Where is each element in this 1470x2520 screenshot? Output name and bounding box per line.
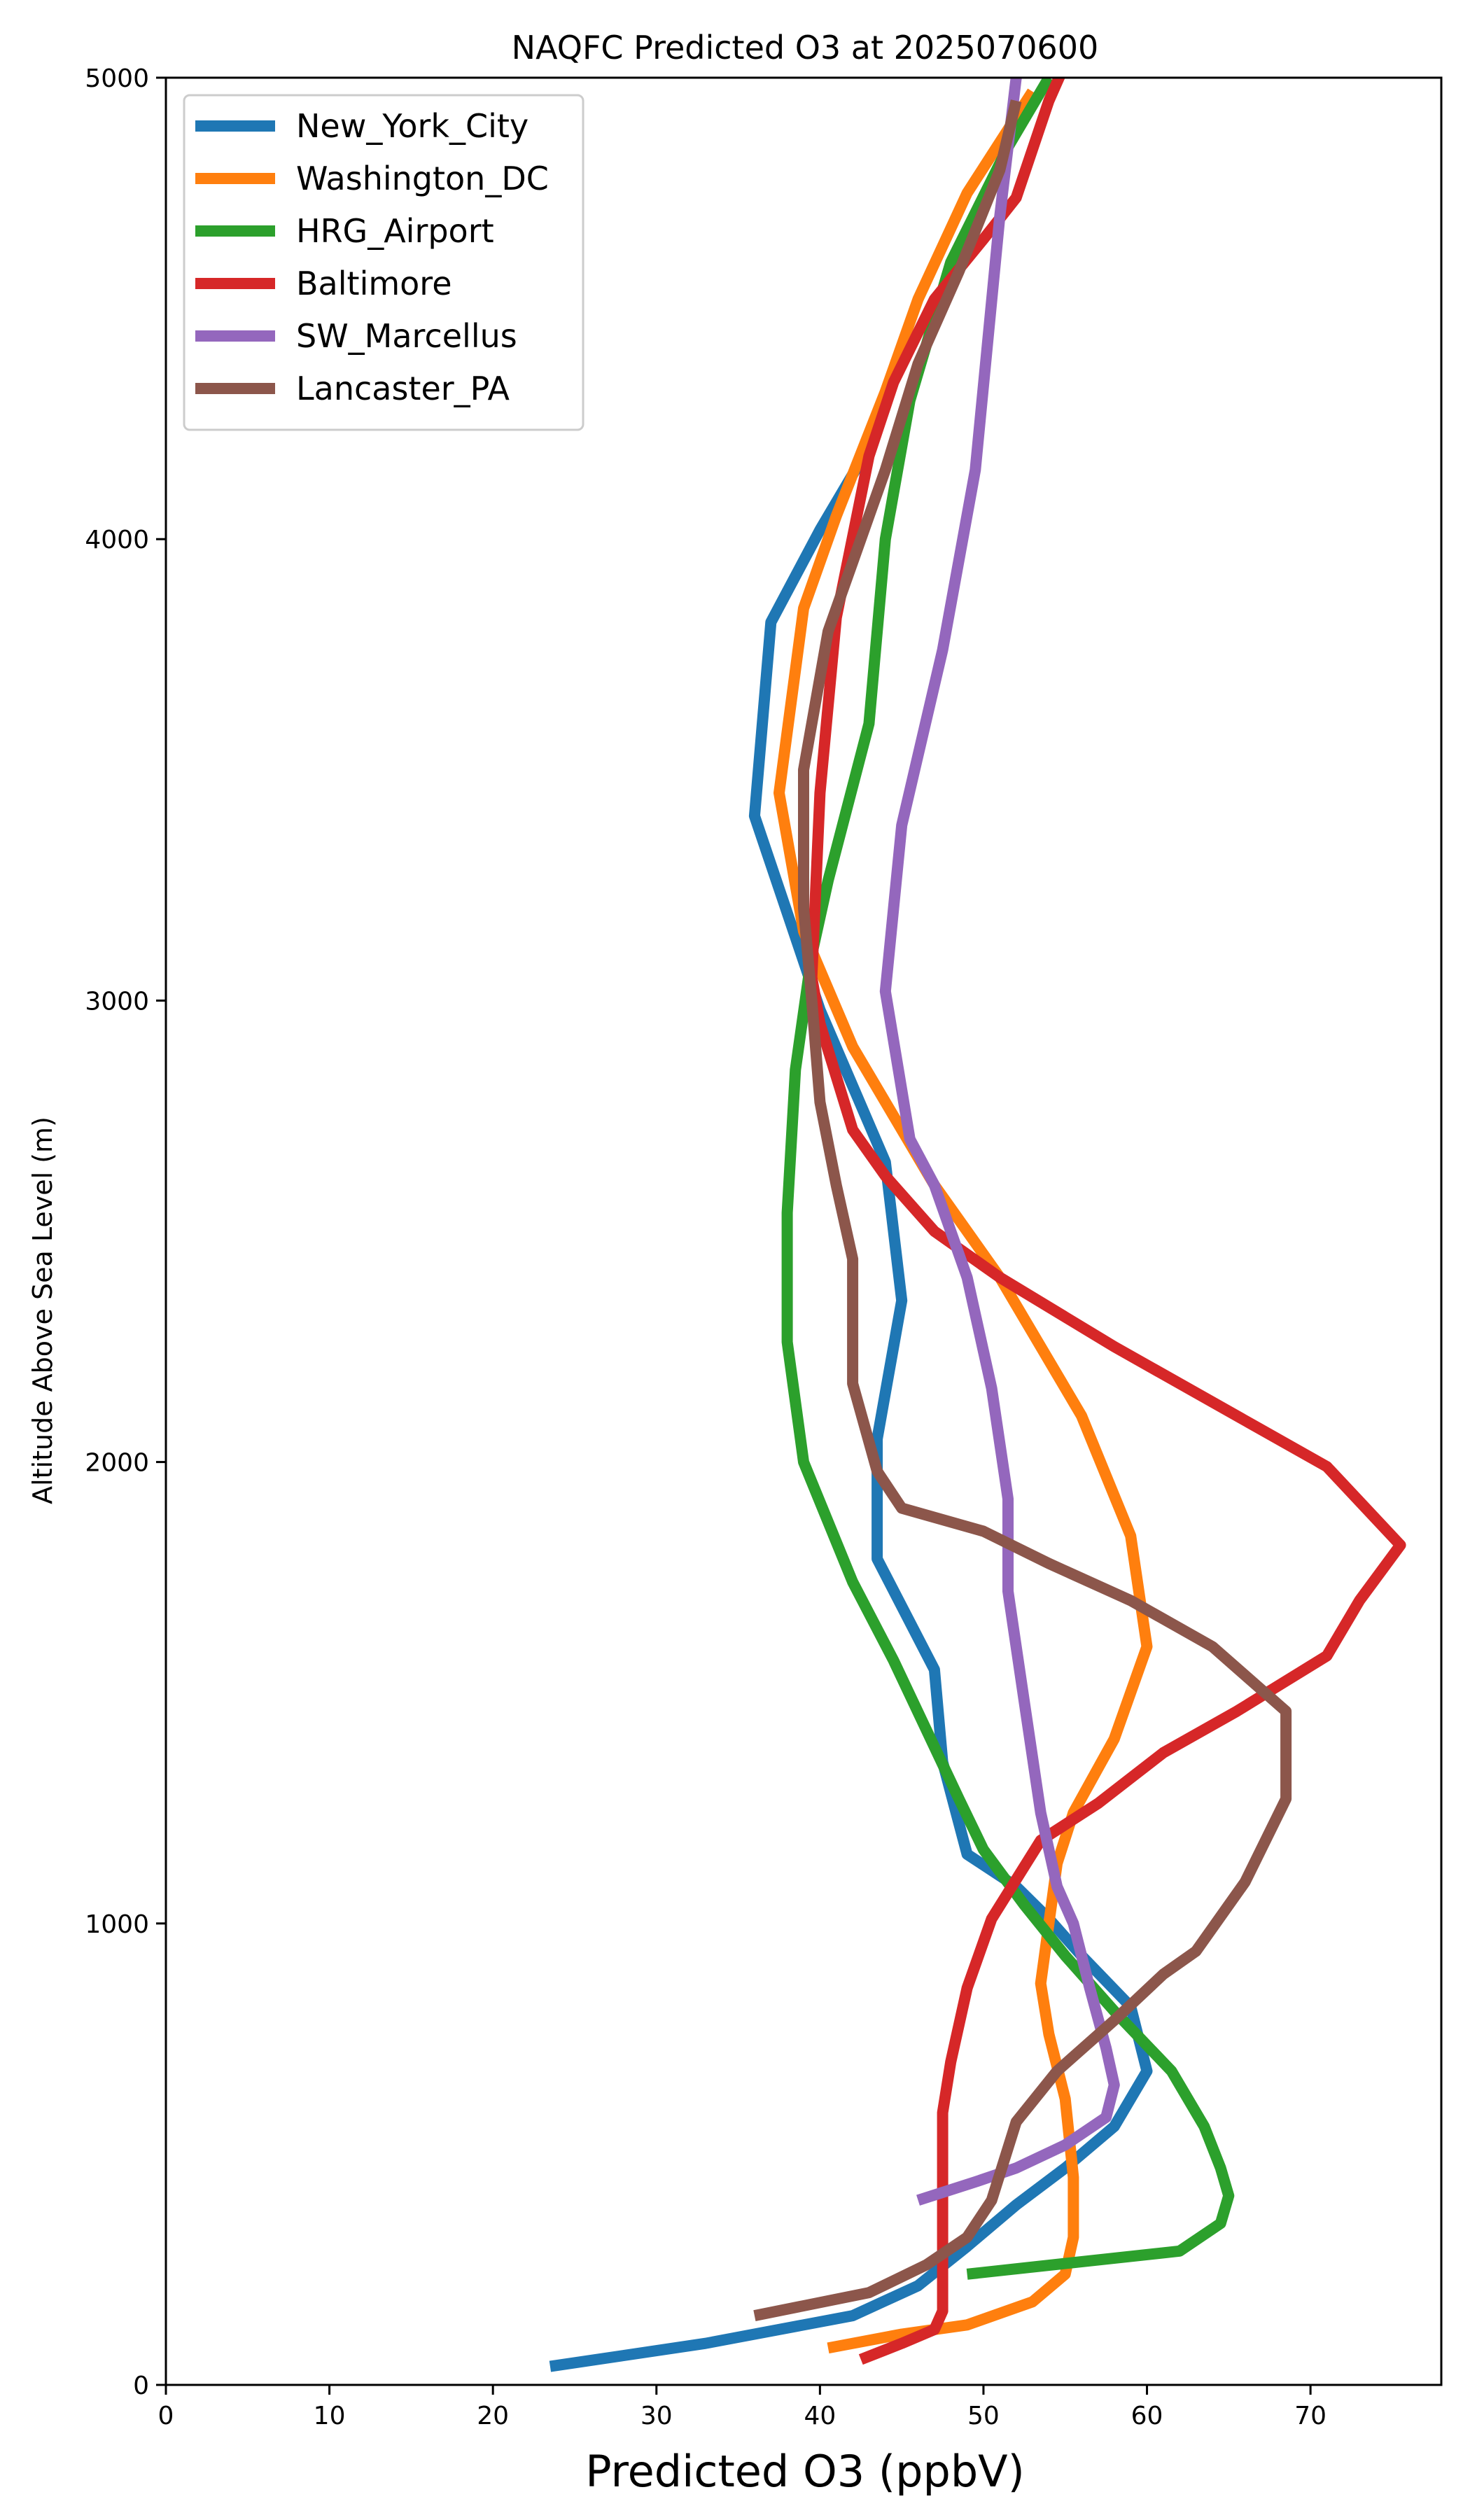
x-tick-label: 70 — [1294, 2402, 1326, 2430]
x-tick-label: 10 — [314, 2402, 346, 2430]
series-line-lancaster-pa — [753, 99, 1292, 2321]
y-axis-label: Altitude Above Sea Level (m) — [27, 1116, 58, 1504]
chart-title: NAQFC Predicted O3 at 2025070600 — [512, 29, 1099, 66]
x-tick-label: 0 — [158, 2402, 174, 2430]
x-tick-label: 50 — [967, 2402, 1000, 2430]
legend: New_York_City Washington_DC HRG_Airport Bal… — [183, 94, 584, 431]
x-tick-label: 40 — [804, 2402, 836, 2430]
series-line-baltimore — [806, 78, 1406, 2365]
y-axis: 0 1000 2000 3000 4000 5000 — [85, 64, 166, 2400]
y-tick-label: 3000 — [85, 987, 149, 1016]
series-line-sw-marcellus — [879, 78, 1120, 2206]
legend-label: Baltimore — [296, 265, 452, 302]
plot-frame — [164, 76, 1443, 2386]
x-tick-label: 30 — [640, 2402, 673, 2430]
y-tick-label: 5000 — [85, 64, 149, 93]
x-axis-label: Predicted O3 (ppbV) — [585, 2446, 1025, 2497]
x-axis: 0 10 20 30 40 50 60 70 — [158, 2385, 1326, 2430]
x-tick-label: 60 — [1131, 2402, 1163, 2430]
y-tick-label: 2000 — [85, 1449, 149, 1478]
y-tick-label: 4000 — [85, 526, 149, 554]
legend-label: HRG_Airport — [296, 212, 494, 250]
legend-label: SW_Marcellus — [296, 317, 517, 355]
legend-label: New_York_City — [296, 107, 528, 145]
series-group — [549, 78, 1406, 2372]
x-tick-label: 20 — [477, 2402, 509, 2430]
series-line-washington-dc — [774, 88, 1153, 2354]
legend-label: Lancaster_PA — [296, 370, 510, 407]
y-tick-label: 1000 — [85, 1910, 149, 1939]
legend-label: Washington_DC — [296, 160, 549, 197]
legend-box — [183, 94, 584, 431]
series-line-hrg-airport — [781, 78, 1235, 2280]
y-tick-label: 0 — [133, 2372, 149, 2400]
